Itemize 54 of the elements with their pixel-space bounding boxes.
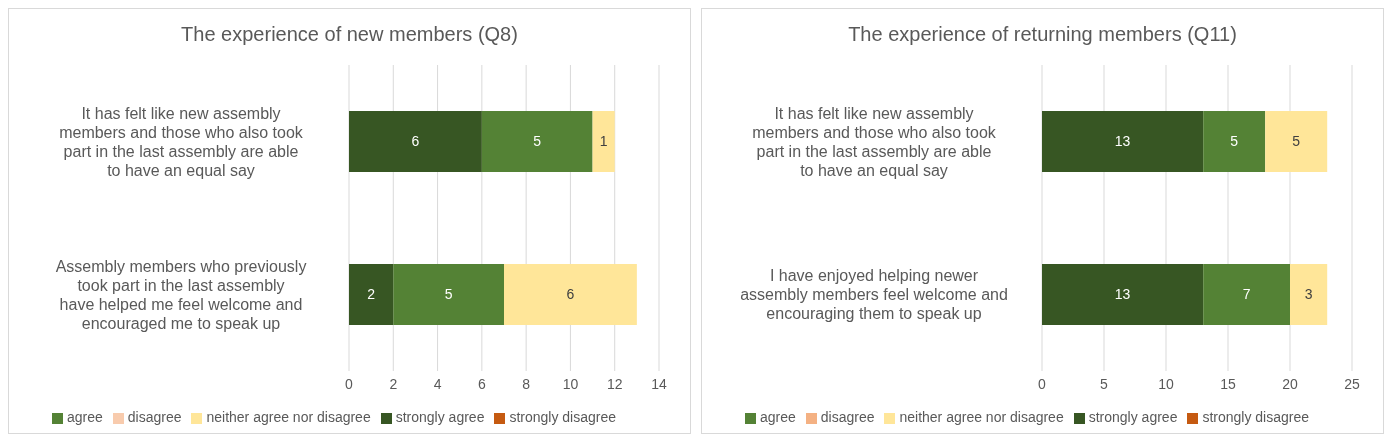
x-tick-label: 0 [1038, 375, 1047, 392]
legend-label: neither agree nor disagree [899, 409, 1064, 425]
bar [1203, 263, 1290, 325]
y-tick-label: It has felt like new assembly members and those who also took part in the last assembly are able to have an equal say [59, 104, 304, 179]
bar [349, 110, 482, 172]
x-tick-label: 12 [606, 375, 623, 392]
x-tick-label: 25 [1344, 375, 1360, 392]
data-label: 6 [566, 286, 575, 303]
data-label: 7 [1242, 286, 1251, 303]
legend-label: neither agree nor disagree [206, 409, 371, 425]
data-label: 1 [599, 133, 608, 150]
bar [481, 110, 593, 172]
data-label: 13 [1114, 133, 1131, 150]
data-label: 6 [411, 133, 420, 150]
y-tick-label: Assembly members who previously took part in the last assembly have helped me feel welcome and encouraged me to speak up [55, 257, 307, 332]
data-label: 5 [444, 286, 453, 303]
data-label: 3 [1304, 286, 1313, 303]
legend-label: agree [66, 409, 103, 425]
bar [1290, 263, 1328, 325]
data-label: 5 [533, 133, 542, 150]
x-tick-label: 6 [477, 375, 486, 392]
data-label: 2 [367, 286, 376, 303]
x-tick-label: 20 [1282, 375, 1298, 392]
legend-label: agree [759, 409, 796, 425]
chart-title: The experience of new members (Q8) [180, 23, 519, 46]
y-tick-label: I have enjoyed helping newer assembly members feel welcome and encouraging them to speak up [740, 267, 1008, 323]
legend-label: strongly disagree [1202, 409, 1310, 425]
bar [504, 263, 637, 325]
bar [349, 263, 394, 325]
x-tick-label: 10 [1158, 375, 1174, 392]
bar [592, 110, 615, 172]
bar [393, 263, 504, 325]
x-tick-label: 5 [1100, 375, 1109, 392]
legend-label: strongly agree [395, 409, 485, 425]
data-label: 13 [1114, 286, 1131, 303]
legend-label: strongly agree [1088, 409, 1178, 425]
x-tick-label: 8 [522, 375, 531, 392]
data-label: 5 [1292, 133, 1301, 150]
x-tick-label: 4 [433, 375, 442, 392]
x-tick-label: 0 [345, 375, 354, 392]
bar [1042, 263, 1204, 325]
chart-title: The experience of returning members (Q11) [847, 23, 1238, 46]
bar [1265, 110, 1328, 172]
data-label: 5 [1230, 133, 1239, 150]
bar [1042, 110, 1204, 172]
bar [1203, 110, 1266, 172]
legend-label: disagree [127, 409, 182, 425]
legend-label: strongly disagree [509, 409, 617, 425]
legend-label: disagree [820, 409, 875, 425]
y-tick-label: It has felt like new assembly members and those who also took part in the last assembly are able to have an equal say [752, 104, 997, 179]
x-tick-label: 14 [651, 375, 667, 392]
x-tick-label: 15 [1220, 375, 1236, 392]
x-tick-label: 2 [389, 375, 398, 392]
x-tick-label: 10 [562, 375, 579, 392]
